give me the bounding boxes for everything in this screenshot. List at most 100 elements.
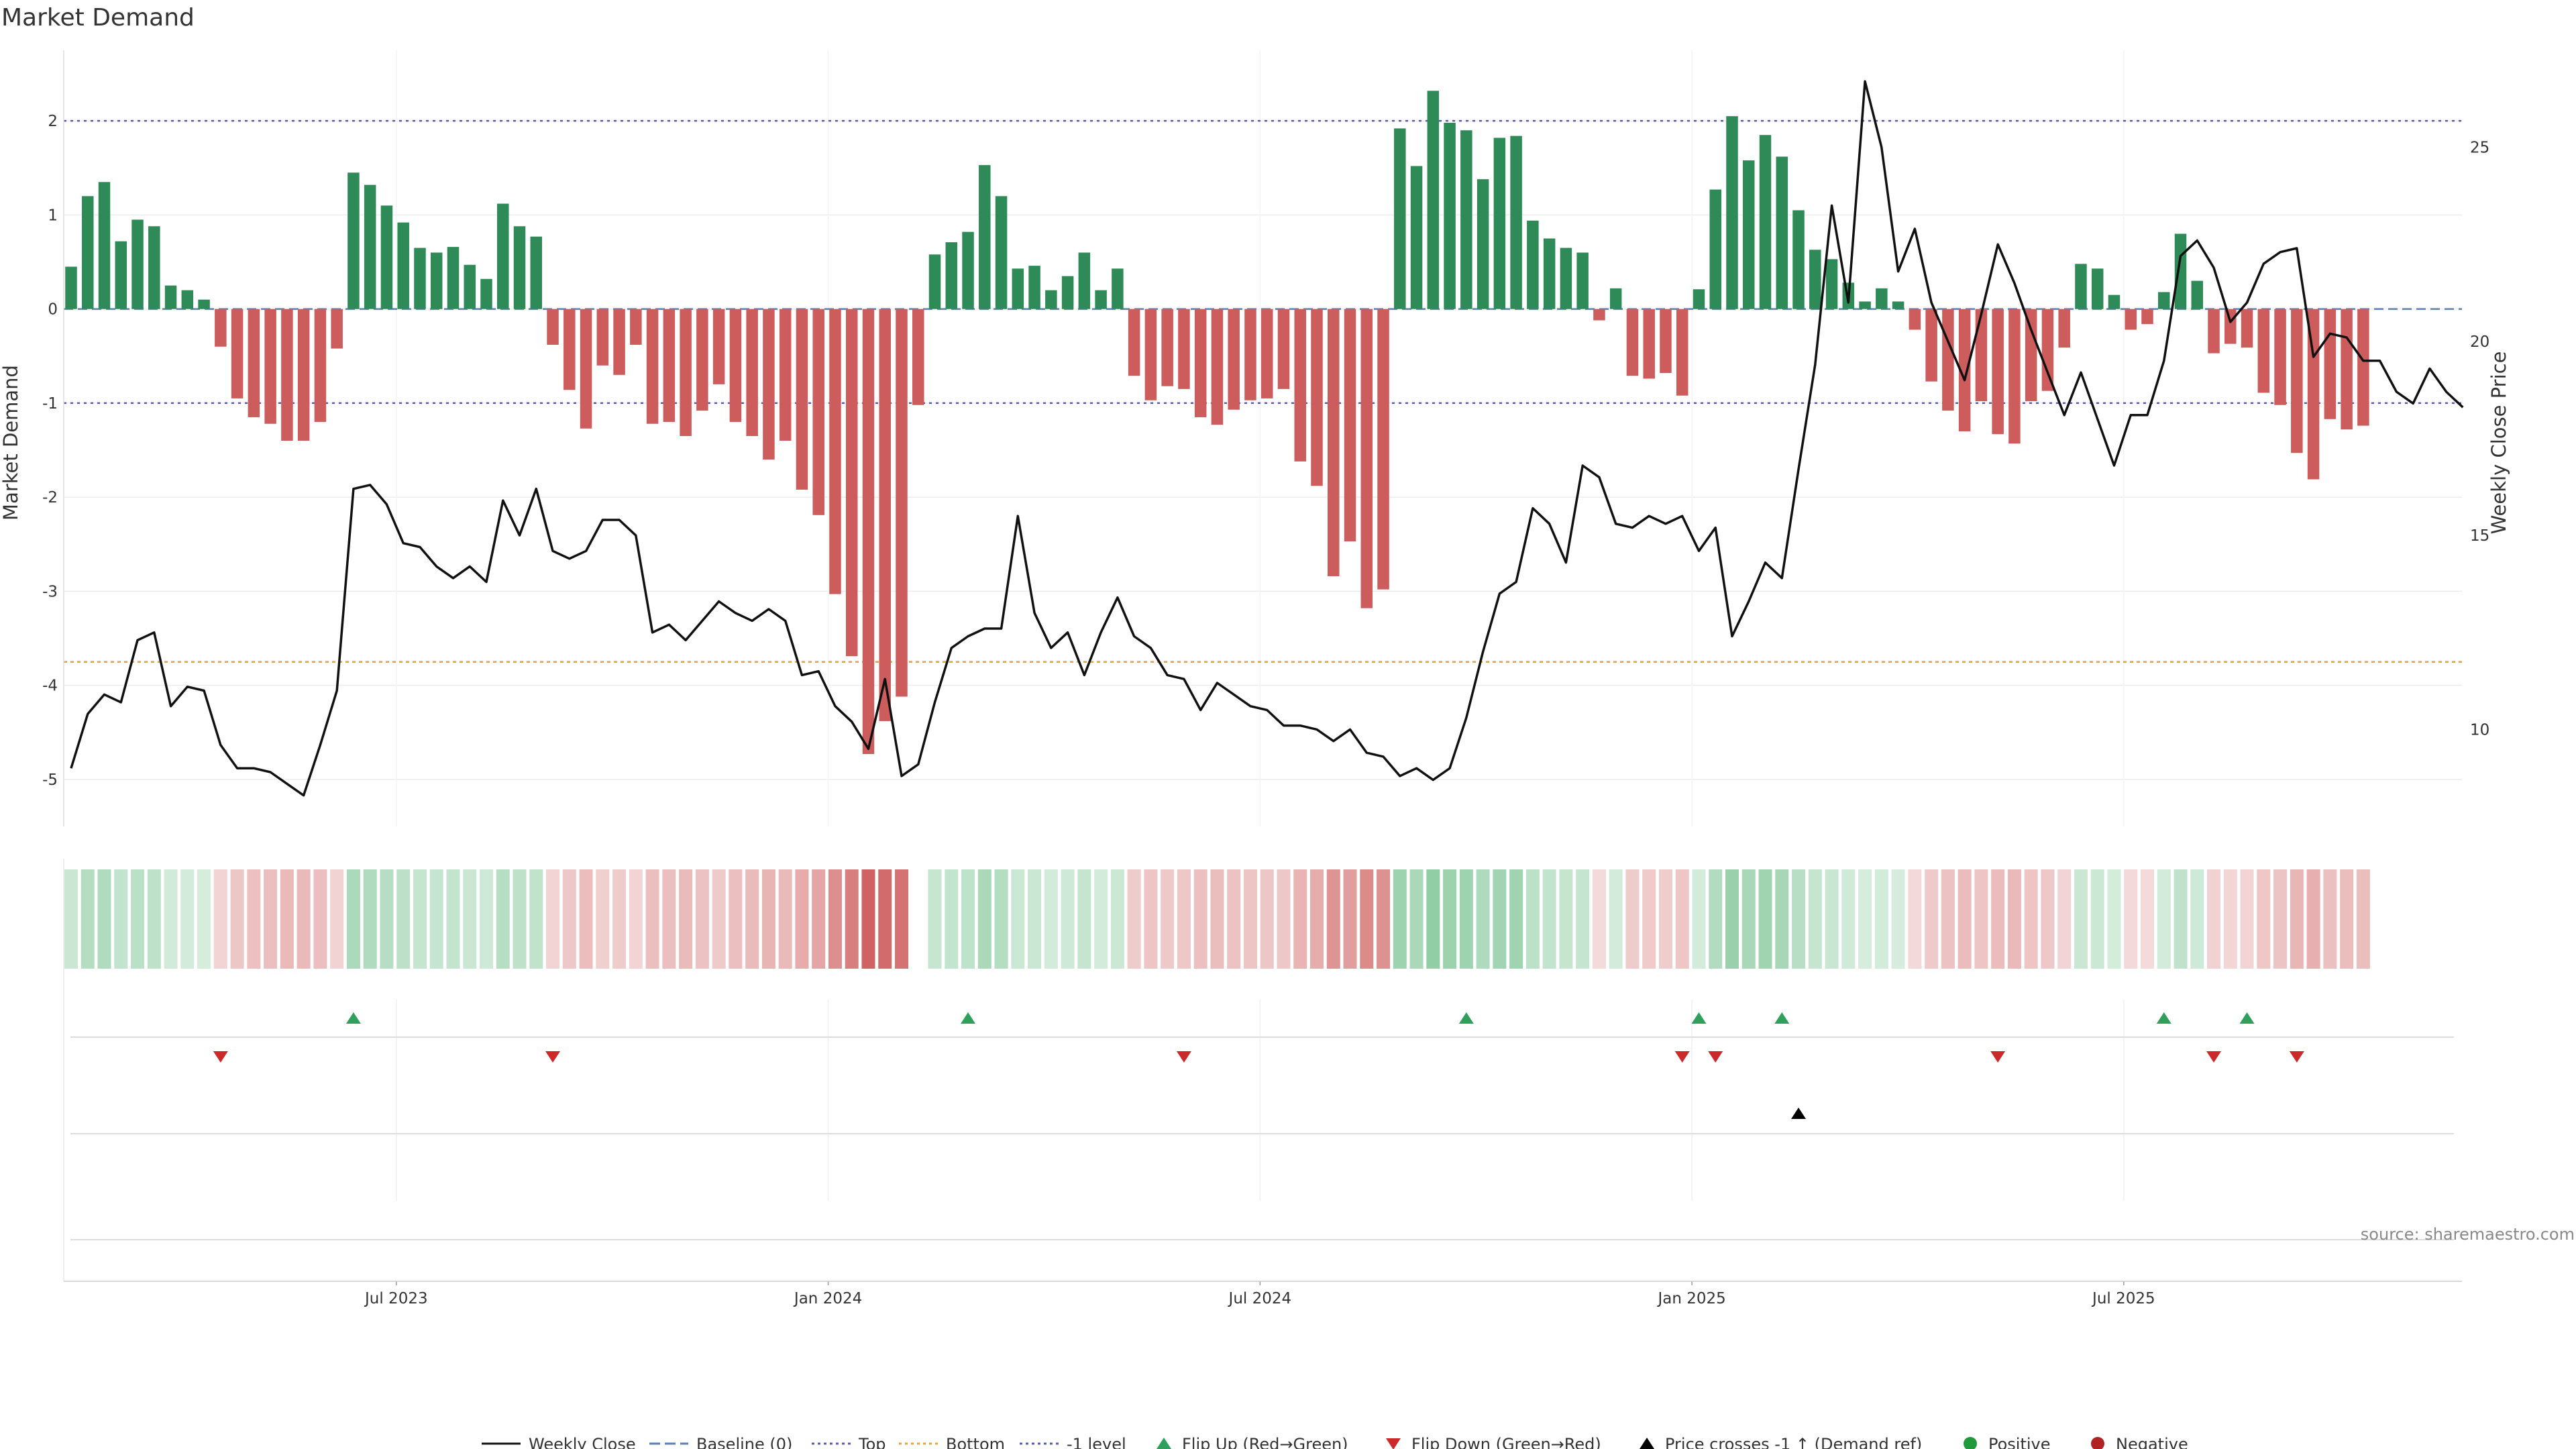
heat-cell — [878, 869, 892, 969]
demand-bar — [1809, 250, 1821, 309]
legend-swatch — [1964, 1437, 1977, 1449]
demand-bar — [2208, 309, 2220, 354]
heat-cell — [1725, 869, 1739, 969]
demand-bar — [380, 205, 393, 309]
heat-cell — [2007, 869, 2021, 969]
y-tick-label: 2 — [48, 113, 58, 130]
heat-cell — [1858, 869, 1872, 969]
legend-label: Weekly Close — [529, 1435, 636, 1449]
demand-bar — [845, 309, 858, 657]
demand-bar — [2341, 309, 2353, 430]
heat-cell — [213, 869, 227, 969]
demand-bar — [712, 309, 725, 384]
flip-down-marker — [545, 1051, 561, 1063]
demand-bar — [1660, 309, 1672, 374]
legend-label: -1 level — [1067, 1435, 1126, 1449]
demand-bar — [1527, 220, 1539, 309]
heat-cell — [679, 869, 693, 969]
demand-bar — [763, 309, 775, 460]
demand-bar — [1360, 309, 1373, 608]
heat-cell — [2273, 869, 2288, 969]
heat-cell — [413, 869, 427, 969]
heat-cell — [131, 869, 145, 969]
demand-bar — [1593, 309, 1605, 321]
heat-cell — [1094, 869, 1108, 969]
heat-cell — [1658, 869, 1672, 969]
heat-cell — [1792, 869, 1806, 969]
heat-cell — [761, 869, 775, 969]
heat-cell — [180, 869, 195, 969]
demand-bar — [1012, 268, 1024, 309]
demand-bar — [1726, 116, 1738, 309]
heat-cell — [1609, 869, 1623, 969]
heat-cell — [1260, 869, 1274, 969]
heat-cell — [1692, 869, 1706, 969]
heat-cell — [147, 869, 161, 969]
heat-cell — [1110, 869, 1124, 969]
heat-cell — [745, 869, 759, 969]
legend: Weekly Close Baseline (0) Top Bottom -1 leve… — [482, 1435, 2188, 1449]
demand-bar — [1194, 309, 1207, 417]
demand-bar — [264, 309, 276, 424]
demand-bar — [1693, 289, 1705, 309]
demand-bar — [2191, 280, 2204, 309]
heat-cell — [2041, 869, 2055, 969]
demand-bar — [779, 309, 792, 441]
legend-item: -1 level — [1020, 1435, 1126, 1449]
demand-bar — [164, 285, 177, 309]
x-tick-label: Jan 2025 — [1656, 1290, 1725, 1307]
flip-down-marker — [2289, 1051, 2304, 1063]
heat-cell — [645, 869, 659, 969]
demand-bar — [1294, 309, 1306, 462]
demand-bar — [1344, 309, 1356, 542]
demand-bar — [430, 252, 443, 309]
heat-cell — [1028, 869, 1042, 969]
heat-cell — [1426, 869, 1440, 969]
heat-cell — [529, 869, 543, 969]
demand-bar — [1825, 259, 1838, 309]
heat-cell — [2190, 869, 2204, 969]
demand-bar — [1510, 136, 1522, 309]
heat-cell — [2340, 869, 2354, 969]
demand-bar — [1892, 301, 1904, 309]
demand-bar — [979, 165, 991, 309]
demand-bar — [1992, 309, 2004, 435]
legend-label: Flip Down (Green→Red) — [1411, 1435, 1601, 1449]
heat-cell — [1925, 869, 1939, 969]
legend-item: Bottom — [899, 1435, 1005, 1449]
demand-bar — [1676, 309, 1688, 396]
heat-cell — [1709, 869, 1723, 969]
heat-cell — [596, 869, 610, 969]
y-tick-label: -5 — [42, 771, 58, 789]
source-note: source: sharemaestro.com — [2361, 1225, 2575, 1244]
flip-up-marker — [345, 1012, 361, 1024]
legend-label: Negative — [2116, 1435, 2188, 1449]
demand-bar — [1095, 290, 1107, 309]
price-cross-marker — [1791, 1108, 1807, 1119]
heat-cell — [1675, 869, 1689, 969]
demand-bar — [1211, 309, 1224, 425]
heat-cell — [1227, 869, 1241, 969]
heat-cell — [2174, 869, 2188, 969]
y-tick-label: -4 — [42, 678, 58, 695]
demand-bar — [596, 309, 609, 366]
demand-bar — [1909, 309, 1921, 330]
flip-down-marker — [2206, 1051, 2222, 1063]
demand-bar — [1244, 309, 1256, 400]
flip-down-marker — [1674, 1051, 1690, 1063]
heat-cell — [828, 869, 842, 969]
demand-bar — [131, 219, 144, 309]
demand-bar — [1045, 290, 1057, 309]
demand-bar — [1128, 309, 1140, 376]
x-tick-label: Jul 2024 — [1228, 1290, 1292, 1307]
demand-bar — [2075, 264, 2087, 309]
demand-bar — [2291, 309, 2303, 453]
heat-cell — [1409, 869, 1424, 969]
demand-bar — [862, 309, 875, 755]
heat-cell — [297, 869, 311, 969]
demand-bar — [680, 309, 692, 436]
flip-up-marker — [1691, 1012, 1707, 1024]
demand-bar — [630, 309, 642, 345]
heat-cell — [1210, 869, 1224, 969]
